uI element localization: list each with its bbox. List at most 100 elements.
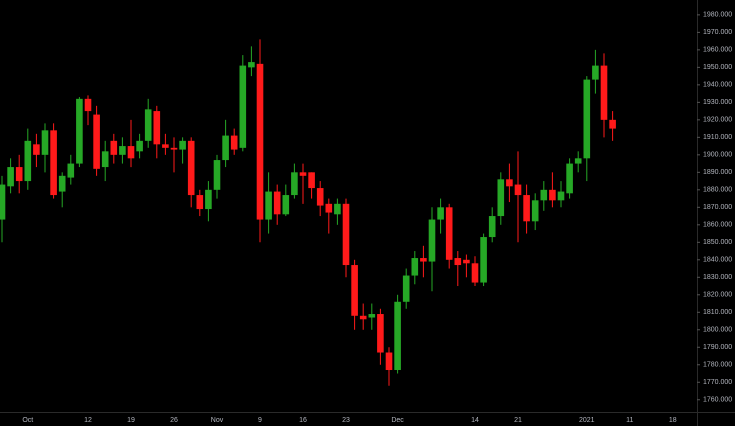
candle-body bbox=[583, 79, 591, 159]
candle-body bbox=[574, 158, 582, 164]
y-tick-label: 1810.000 bbox=[703, 309, 732, 316]
candle-body bbox=[136, 140, 143, 152]
candle-body bbox=[291, 172, 298, 196]
candle-body bbox=[93, 114, 100, 169]
candle-body bbox=[497, 179, 505, 217]
x-tick-label: 9 bbox=[258, 417, 262, 424]
y-tick-label: 1950.000 bbox=[703, 64, 732, 71]
x-tick-label: Dec bbox=[391, 417, 404, 424]
x-tick-label: Oct bbox=[22, 417, 33, 424]
candle-body bbox=[377, 314, 384, 353]
candle-body bbox=[480, 237, 487, 283]
candle-body bbox=[531, 200, 539, 222]
candle-body bbox=[549, 189, 556, 201]
candle-body bbox=[506, 179, 513, 187]
candle-body bbox=[239, 65, 247, 148]
candle-body bbox=[162, 144, 169, 148]
candle-body bbox=[299, 172, 307, 176]
candle-body bbox=[24, 140, 32, 182]
y-tick-label: 1930.000 bbox=[703, 99, 732, 106]
candle-body bbox=[454, 258, 462, 266]
candle-body bbox=[402, 275, 410, 302]
candle-body bbox=[248, 62, 255, 68]
candle-body bbox=[385, 352, 393, 371]
candle-body bbox=[600, 65, 608, 120]
candle-body bbox=[523, 195, 530, 222]
y-tick-label: 1910.000 bbox=[703, 134, 732, 141]
candle-body bbox=[101, 151, 109, 168]
candle-body bbox=[394, 301, 401, 371]
candle-body bbox=[67, 163, 75, 178]
candle-body bbox=[411, 258, 419, 276]
candle-body bbox=[514, 184, 522, 196]
candle-body bbox=[256, 63, 264, 220]
y-tick-label: 1900.000 bbox=[703, 152, 732, 159]
candle-body bbox=[84, 98, 92, 112]
candle-body bbox=[471, 263, 479, 283]
y-tick-label: 1760.000 bbox=[703, 397, 732, 404]
y-tick-label: 1800.000 bbox=[703, 327, 732, 334]
candle-body bbox=[187, 140, 195, 196]
candle-body bbox=[308, 172, 315, 189]
y-tick-label: 1780.000 bbox=[703, 362, 732, 369]
candle-body bbox=[359, 315, 367, 320]
x-tick-label: 19 bbox=[127, 417, 135, 424]
x-tick-label: 2021 bbox=[579, 417, 595, 424]
candle-body bbox=[540, 189, 548, 201]
y-tick-label: 1980.000 bbox=[703, 12, 732, 19]
candle-body bbox=[213, 160, 221, 190]
candle-body bbox=[110, 140, 118, 155]
candle-body bbox=[0, 184, 6, 220]
candle-body bbox=[58, 175, 66, 192]
y-tick-label: 1920.000 bbox=[703, 117, 732, 124]
y-tick-label: 1960.000 bbox=[703, 47, 732, 54]
y-tick-label: 1880.000 bbox=[703, 187, 732, 194]
y-tick-label: 1940.000 bbox=[703, 82, 732, 89]
candle-body bbox=[325, 203, 333, 213]
candle-body bbox=[127, 146, 135, 159]
candle-body bbox=[557, 191, 565, 201]
candle-body bbox=[368, 314, 376, 318]
x-tick-label: Nov bbox=[211, 417, 224, 424]
candle-body bbox=[15, 167, 23, 182]
y-tick-label: 1860.000 bbox=[703, 222, 732, 229]
candle-body bbox=[592, 65, 599, 80]
candle-body bbox=[41, 130, 49, 155]
candle-body bbox=[609, 119, 616, 129]
x-tick-label: 21 bbox=[514, 417, 522, 424]
y-tick-label: 1970.000 bbox=[703, 29, 732, 36]
candle-body bbox=[76, 98, 83, 164]
candle-body bbox=[222, 135, 229, 161]
candle-body bbox=[33, 144, 40, 155]
candle-body bbox=[445, 207, 453, 260]
candle-body bbox=[196, 195, 204, 210]
candle-body bbox=[463, 259, 470, 264]
candle-body bbox=[437, 207, 444, 220]
y-tick-label: 1770.000 bbox=[703, 379, 732, 386]
y-tick-label: 1790.000 bbox=[703, 344, 732, 351]
candle-body bbox=[282, 195, 290, 215]
candle-body bbox=[170, 147, 178, 150]
candle-body bbox=[144, 109, 152, 141]
y-tick-label: 1830.000 bbox=[703, 274, 732, 281]
candle-body bbox=[230, 135, 238, 150]
x-tick-label: 23 bbox=[342, 417, 350, 424]
y-tick-label: 1820.000 bbox=[703, 292, 732, 299]
y-tick-label: 1870.000 bbox=[703, 204, 732, 211]
candle-body bbox=[351, 265, 358, 316]
candle-body bbox=[488, 216, 496, 238]
y-tick-label: 1890.000 bbox=[703, 169, 732, 176]
y-tick-label: 1840.000 bbox=[703, 257, 732, 264]
candle-body bbox=[205, 189, 212, 210]
y-tick-label: 1850.000 bbox=[703, 239, 732, 246]
candle-body bbox=[50, 130, 57, 196]
candle-body bbox=[316, 188, 324, 206]
candle-body bbox=[273, 191, 281, 215]
candle-body bbox=[566, 163, 573, 194]
candle-body bbox=[265, 191, 272, 220]
candle-body bbox=[428, 219, 436, 262]
x-tick-label: 16 bbox=[299, 417, 307, 424]
x-tick-label: 18 bbox=[669, 417, 677, 424]
